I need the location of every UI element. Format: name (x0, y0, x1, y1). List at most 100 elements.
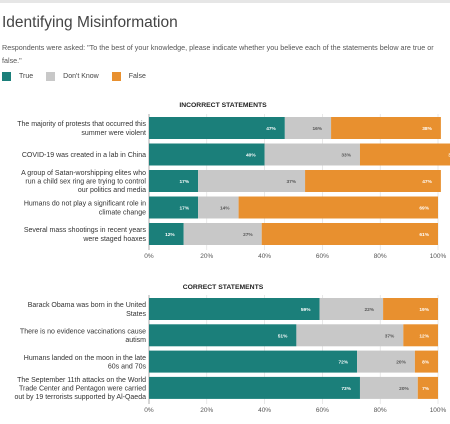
chart-0-bar-false (359, 143, 450, 166)
chart-1-data-label-true: 59% (301, 307, 311, 313)
chart-0-bar-false (261, 223, 438, 245)
legend-label-false: False (128, 72, 146, 80)
chart-1-x-tick-label: 0% (144, 407, 154, 414)
chart-1-x-tick-label: 80% (374, 407, 387, 414)
chart-0-x-tick-label: 0% (144, 253, 154, 260)
chart-0-bar-dont-know (264, 143, 360, 166)
legend: True Don't Know False (2, 71, 159, 81)
chart-1-data-label-false: 8% (422, 360, 430, 366)
chart-0-category-label: Humans do not play a significant role in (24, 201, 146, 208)
chart-0-data-label-false: 61% (419, 232, 429, 238)
chart-0-data-label-false: 38% (422, 126, 432, 132)
chart-0-category-label: were staged hoaxes (82, 236, 146, 243)
chart-1-data-label-true: 51% (278, 333, 288, 339)
chart-1-category-label: There is no evidence vaccinations cause (20, 329, 146, 336)
chart-0-category-label: COVID-19 was created in a lab in China (22, 152, 146, 159)
chart-0-title: INCORRECT STATEMENTS (179, 102, 267, 109)
chart-0-bar-dont-know (198, 170, 306, 192)
chart-0-x-tick-label: 40% (258, 253, 271, 260)
chart-0-data-label-true: 47% (266, 126, 276, 132)
chart-1-data-label-true: 73% (341, 386, 351, 392)
chart-1-category-label: Barack Obama was born in the United (28, 302, 146, 309)
chart-1-title: CORRECT STATEMENTS (183, 284, 264, 291)
page-title: Identifying Misinformation (2, 14, 178, 31)
chart-1-data-label-dont-know: 20% (399, 386, 409, 392)
chart-1-category-label: States (126, 311, 146, 318)
legend-swatch-dont-know (46, 71, 56, 81)
chart-0-data-label-dont-know: 14% (220, 206, 230, 212)
chart-1-bar-true (149, 324, 297, 347)
chart-1-bar-false (414, 350, 438, 373)
legend-label-dont-know: Don't Know (63, 72, 99, 80)
chart-1-bar-true (149, 350, 358, 373)
chart-1-category-label: The September 11th attacks on the World (17, 377, 146, 384)
chart-1-data-label-true: 72% (338, 360, 348, 366)
chart-0-x-tick-label: 60% (316, 253, 329, 260)
chart-0-data-label-true: 12% (165, 232, 175, 238)
chart-0-bar-dont-know (284, 117, 332, 139)
chart-1-category-label: autism (125, 337, 146, 344)
chart-0-data-label-dont-know: 27% (243, 232, 253, 238)
chart-0-data-label-false: 69% (419, 206, 429, 212)
chart-1-data-label-false: 12% (419, 333, 429, 339)
legend-item-dont-know: Don't Know (46, 71, 99, 81)
chart-1-bar-true (149, 376, 360, 399)
chart-1-category-label: 60s and 70s (108, 363, 147, 370)
chart-1-x-tick-label: 40% (258, 407, 271, 414)
chart-1-x-tick-label: 60% (316, 407, 329, 414)
chart-1-data-label-dont-know: 22% (364, 307, 374, 313)
chart-1-x-tick-label: 20% (200, 407, 213, 414)
chart-0-data-label-dont-know: 37% (286, 179, 296, 185)
chart-1-bar-dont-know (296, 324, 404, 347)
top-divider (0, 0, 450, 3)
chart-0-category-label: Several mass shootings in recent years (24, 227, 147, 234)
chart-0-category-label: summer were violent (81, 130, 146, 137)
chart-0-data-label-true: 17% (180, 179, 190, 185)
chart-1-category-label: out by 19 terrorists supported by Al-Qae… (14, 394, 146, 401)
chart-1-data-label-dont-know: 20% (396, 360, 406, 366)
legend-label-true: True (19, 72, 34, 80)
chart-0-data-label-false: 47% (422, 179, 432, 185)
chart-0-bar-dont-know (198, 196, 239, 219)
chart-0-bar-true (149, 196, 199, 219)
chart-0-bar-true (149, 170, 199, 192)
chart-1-category-label: Humans landed on the moon in the late (24, 355, 146, 362)
chart-0-x-tick-label: 80% (374, 253, 387, 260)
chart-0-bar-true (149, 223, 184, 245)
chart-1-data-label-false: 7% (422, 386, 430, 392)
chart-0-data-label-dont-know: 16% (312, 126, 322, 132)
chart-0-category-label: our politics and media (78, 187, 146, 194)
chart-1-bar-true (149, 298, 320, 320)
chart-1-bar-false (383, 298, 438, 320)
chart-0-data-label-true: 17% (180, 206, 190, 212)
chart-0-data-label-true: 40% (246, 153, 256, 159)
chart-0-category-label: The majority of protests that occurred t… (17, 121, 146, 128)
chart-0-bar-true (149, 143, 265, 166)
chart-1-data-label-dont-know: 37% (385, 333, 395, 339)
chart-1-data-label-false: 19% (419, 307, 429, 313)
chart-0-data-label-false: 37% (448, 153, 450, 159)
legend-swatch-false (111, 71, 121, 81)
chart-0-data-label-dont-know: 33% (341, 153, 351, 159)
chart-0-bar-false (238, 196, 438, 219)
chart-0-x-tick-label: 20% (200, 253, 213, 260)
chart-1-bar-false (403, 324, 438, 347)
chart-0-x-tick-label: 100% (430, 253, 447, 260)
legend-swatch-true (2, 71, 11, 81)
legend-item-false: False (111, 71, 146, 81)
chart-1-bar-dont-know (357, 350, 415, 373)
chart-1-bar-dont-know (319, 298, 384, 320)
chart-1-category-label: Trade Center and Pentagon were carried (19, 385, 146, 392)
chart-0-bar-true (149, 117, 285, 139)
chart-1-bar-dont-know (359, 376, 418, 399)
chart-1-bar-false (417, 376, 438, 399)
chart-0-bar-dont-know (183, 223, 262, 245)
chart-0-category-label: A group of Satan-worshipping elites who (21, 170, 146, 177)
chart-0-category-label: climate change (99, 209, 146, 216)
chart-0-bar-false (305, 170, 441, 192)
page-subtitle: Respondents were asked: "To the best of … (2, 43, 434, 65)
chart-1-x-tick-label: 100% (430, 407, 447, 414)
chart-0-category-label: run a child sex ring are trying to contr… (25, 179, 146, 186)
legend-item-true: True (2, 71, 34, 81)
